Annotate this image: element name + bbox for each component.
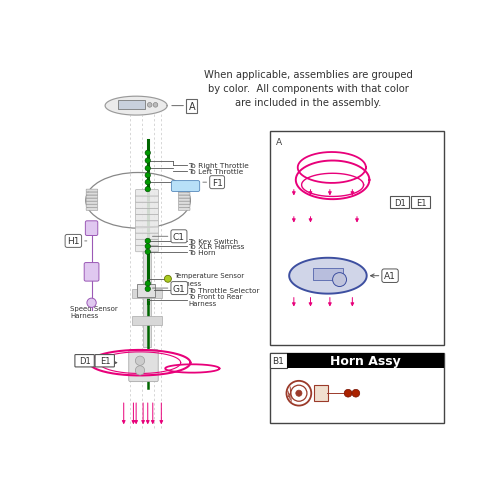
Circle shape <box>145 166 150 172</box>
FancyBboxPatch shape <box>86 190 98 192</box>
Circle shape <box>145 180 150 185</box>
Text: A1: A1 <box>370 272 396 281</box>
FancyBboxPatch shape <box>178 193 190 195</box>
FancyBboxPatch shape <box>118 101 144 110</box>
FancyBboxPatch shape <box>86 221 98 236</box>
FancyBboxPatch shape <box>137 284 154 298</box>
FancyBboxPatch shape <box>95 355 114 367</box>
FancyBboxPatch shape <box>136 202 158 209</box>
Circle shape <box>145 249 150 255</box>
Text: When applicable, assemblies are grouped
by color.  All components with that colo: When applicable, assemblies are grouped … <box>204 70 413 108</box>
Circle shape <box>145 173 150 178</box>
Bar <box>142 247 151 348</box>
FancyBboxPatch shape <box>136 227 158 233</box>
Circle shape <box>344 390 352 397</box>
Polygon shape <box>289 258 366 294</box>
Text: D1: D1 <box>394 198 406 207</box>
FancyBboxPatch shape <box>86 208 98 211</box>
Text: To Horn: To Horn <box>188 249 216 255</box>
Circle shape <box>145 281 150 287</box>
FancyBboxPatch shape <box>178 202 190 205</box>
FancyBboxPatch shape <box>178 205 190 208</box>
Text: D1: D1 <box>79 357 91 366</box>
FancyBboxPatch shape <box>86 205 98 208</box>
Text: A: A <box>276 137 282 146</box>
FancyBboxPatch shape <box>136 215 158 221</box>
FancyBboxPatch shape <box>136 221 158 227</box>
Circle shape <box>352 390 360 397</box>
Polygon shape <box>105 97 167 116</box>
Circle shape <box>164 276 172 283</box>
Text: G1: G1 <box>152 284 186 293</box>
FancyBboxPatch shape <box>129 350 158 382</box>
Text: E1: E1 <box>416 198 426 207</box>
Text: To XLR Harness: To XLR Harness <box>188 244 245 250</box>
Circle shape <box>136 366 144 375</box>
Circle shape <box>145 158 150 164</box>
Bar <box>270 353 287 368</box>
Circle shape <box>145 287 150 292</box>
Circle shape <box>145 239 150 244</box>
Circle shape <box>148 103 152 108</box>
FancyBboxPatch shape <box>390 197 409 209</box>
Text: To Front to Rear
Harness: To Front to Rear Harness <box>188 293 243 307</box>
FancyBboxPatch shape <box>178 208 190 211</box>
Text: To Key Switch: To Key Switch <box>188 238 238 244</box>
Text: Speed Sensor
Harness: Speed Sensor Harness <box>70 305 118 319</box>
FancyBboxPatch shape <box>86 199 98 202</box>
FancyBboxPatch shape <box>178 199 190 202</box>
FancyBboxPatch shape <box>136 245 158 252</box>
Circle shape <box>136 356 144 366</box>
Text: Temperature Sensor
Harness: Temperature Sensor Harness <box>174 273 244 286</box>
Text: E1: E1 <box>100 357 110 366</box>
Bar <box>287 353 444 368</box>
FancyBboxPatch shape <box>136 196 158 203</box>
FancyBboxPatch shape <box>132 290 162 298</box>
FancyBboxPatch shape <box>172 181 200 192</box>
Circle shape <box>145 151 150 156</box>
Bar <box>270 131 444 346</box>
FancyBboxPatch shape <box>314 385 328 401</box>
Circle shape <box>153 103 158 108</box>
Text: A: A <box>172 101 195 111</box>
Text: To Left Throttle: To Left Throttle <box>188 169 244 175</box>
Text: C1: C1 <box>152 232 185 241</box>
FancyBboxPatch shape <box>136 233 158 240</box>
FancyBboxPatch shape <box>136 239 158 246</box>
FancyBboxPatch shape <box>86 193 98 195</box>
FancyBboxPatch shape <box>178 190 190 192</box>
Circle shape <box>296 390 302 396</box>
FancyBboxPatch shape <box>411 197 430 209</box>
FancyBboxPatch shape <box>313 269 342 281</box>
Circle shape <box>145 244 150 249</box>
FancyBboxPatch shape <box>136 208 158 215</box>
Text: Horn Assy: Horn Assy <box>330 354 401 367</box>
FancyBboxPatch shape <box>136 190 158 197</box>
FancyBboxPatch shape <box>84 263 99 282</box>
Text: H1: H1 <box>67 237 87 246</box>
Bar <box>270 353 444 423</box>
Circle shape <box>145 187 150 192</box>
Text: B1: B1 <box>272 356 284 365</box>
FancyBboxPatch shape <box>86 202 98 205</box>
Text: To Throttle Selector: To Throttle Selector <box>188 288 260 294</box>
Text: F1: F1 <box>203 178 222 187</box>
Circle shape <box>87 299 96 308</box>
FancyBboxPatch shape <box>178 196 190 198</box>
FancyBboxPatch shape <box>75 355 94 367</box>
Text: To Right Throttle: To Right Throttle <box>188 163 249 169</box>
Circle shape <box>332 273 346 287</box>
FancyBboxPatch shape <box>132 317 162 325</box>
FancyBboxPatch shape <box>86 196 98 198</box>
